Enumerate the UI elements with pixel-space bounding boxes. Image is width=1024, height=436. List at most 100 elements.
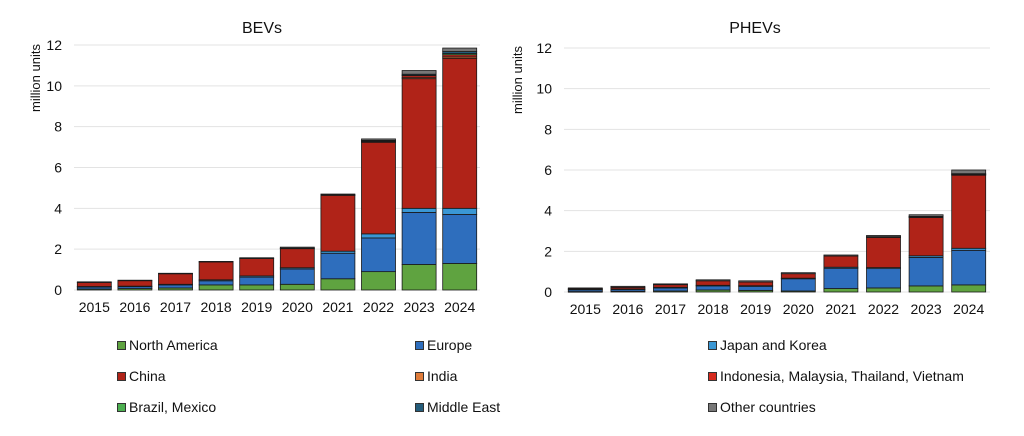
phev-x-tick-label: 2018 [698,301,729,317]
legend-item-china: China [117,368,166,384]
phev-segment-china-2020 [780,273,816,279]
bev-x-tick-label: 2023 [404,299,435,315]
legend-swatch [117,340,126,350]
phev-bar-2024 [951,169,987,293]
phev-segment-europe-2019 [738,285,774,291]
phev-segment-other-countries-2018 [695,279,731,282]
bev-segment-north-america-2023 [401,264,437,291]
bev-bar-2018 [198,261,234,291]
phev-y-tick-label: 0 [544,284,552,300]
bev-y-tick-label: 2 [54,241,62,257]
bev-segment-china-2022 [361,141,396,235]
legend-swatch [415,340,424,350]
legend-swatch [708,340,717,350]
bev-segment-europe-2019 [239,276,275,286]
legend-label: Europe [427,337,473,353]
bev-segment-other-countries-2021 [320,193,356,196]
legend-label: Brazil, Mexico [129,399,217,415]
phev-bar-2019 [738,280,774,293]
bev-segment-japan-and-korea-2023 [401,207,437,213]
bev-segment-europe-2018 [198,280,234,286]
legend-item-other-countries: Other countries [708,399,816,415]
bev-segment-europe-2024 [442,214,478,264]
bev-segment-europe-2021 [320,252,356,280]
bev-segment-china-2017 [158,273,193,285]
legend-label: Indonesia, Malaysia, Thailand, Vietnam [720,368,964,384]
phev-bar-2020 [780,272,816,293]
phev-x-tick-label: 2019 [740,301,771,317]
bev-segment-other-countries-2022 [361,138,396,141]
bev-x-tick-label: 2022 [363,299,394,315]
bev-segment-china-2024 [442,57,478,209]
phev-segment-other-countries-2021 [823,254,859,257]
phev-y-tick-label: 10 [536,81,552,97]
legend-label: China [129,368,166,384]
phev-segment-other-countries-2023 [908,214,944,217]
bev-segment-north-america-2022 [361,271,396,291]
bev-segment-europe-2023 [401,212,437,265]
phev-segment-north-america-2024 [951,284,987,293]
bev-segment-china-2020 [279,247,315,269]
phev-x-tick-label: 2023 [911,301,942,317]
phev-segment-europe-2020 [780,278,816,292]
bev-segment-china-2018 [198,261,234,281]
phev-segment-china-2022 [866,236,901,269]
phev-y-tick-label: 6 [544,162,552,178]
legend-label: Other countries [720,399,816,415]
bev-bar-2015 [76,281,112,291]
phev-segment-china-2024 [951,174,987,249]
bev-segment-north-america-2020 [279,283,315,291]
bev-y-tick-label: 10 [46,78,62,94]
bev-segment-china-2023 [401,78,437,209]
bev-y-tick-label: 6 [54,160,62,176]
bev-segment-other-countries-2020 [279,246,315,249]
bev-segment-other-countries-2024 [442,47,478,52]
phev-y-tick-label: 2 [544,243,552,259]
legend-swatch [415,371,424,381]
phev-x-tick-label: 2015 [570,301,601,317]
phev-segment-europe-2018 [695,285,731,291]
bev-segment-japan-and-korea-2022 [361,233,396,239]
legend-swatch [708,371,717,381]
bev-x-tick-label: 2016 [119,299,150,315]
bev-segment-china-2019 [239,258,275,277]
bev-chart: BEVs million units 0 2 4 6 8 10 12 2015 2016 2017 20… [28,20,480,315]
phev-y-axis-label: million units [510,46,525,114]
phev-segment-other-countries-2016 [610,285,646,288]
bev-y-tick-label: 4 [54,200,62,216]
phev-y-tick-label: 12 [536,40,552,56]
bev-x-tick-label: 2019 [241,299,272,315]
legend-swatch [117,371,126,381]
bev-segment-china-2016 [117,280,153,287]
bev-y-axis-label: million units [28,44,43,112]
bev-x-tick-label: 2024 [444,299,475,315]
legend-label: Middle East [427,399,501,415]
phev-segment-china-2021 [823,255,859,268]
phev-segment-north-america-2022 [866,287,901,293]
phev-x-tick-label: 2016 [612,301,643,317]
phev-x-tick-label: 2021 [825,301,856,317]
legend-swatch [117,402,126,412]
bev-y-tick-label: 12 [46,37,62,53]
legend-swatch [708,402,717,412]
phev-bar-2022 [866,235,901,293]
bev-segment-china-2015 [76,282,112,287]
phev-x-tick-label: 2022 [868,301,899,317]
phev-segment-china-2019 [738,281,774,287]
bev-segment-china-2021 [320,194,356,252]
phev-segment-europe-2022 [866,268,901,289]
legend-item-europe: Europe [415,337,472,353]
bev-x-tick-label: 2015 [79,299,110,315]
bev-segment-europe-2022 [361,237,396,273]
bev-x-tick-label: 2020 [282,299,313,315]
phev-chart-title: PHEVs [729,20,781,37]
phev-bar-2016 [610,285,646,293]
phev-segment-other-countries-2022 [866,235,901,238]
phev-bar-2023 [908,214,944,293]
bev-segment-other-countries-2023 [401,70,437,75]
bev-bar-2023 [401,70,437,291]
phev-segment-north-america-2023 [908,285,944,293]
phev-x-tick-label: 2017 [655,301,686,317]
bev-segment-north-america-2024 [442,263,478,291]
phev-segment-china-2018 [695,280,731,286]
